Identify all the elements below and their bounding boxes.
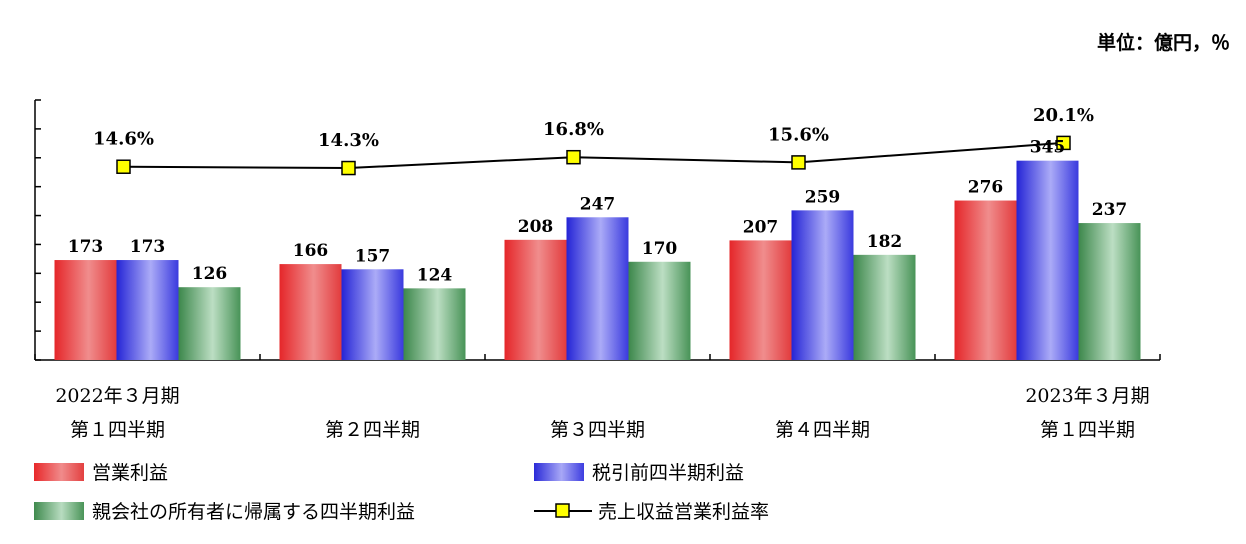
data-label: 173 xyxy=(68,237,104,257)
bar-1-1 xyxy=(341,269,404,360)
margin-marker-0 xyxy=(116,159,131,174)
bar-2-4 xyxy=(1078,223,1141,360)
margin-label: 15.6% xyxy=(768,124,829,145)
legend-item-operating-profit: 営業利益 xyxy=(34,458,168,485)
legend-item-margin: 売上収益営業利益率 xyxy=(534,497,769,524)
bar-0-0 xyxy=(54,260,117,360)
unit-label: 単位：億円，％ xyxy=(1096,32,1230,54)
margin-label: 16.8% xyxy=(543,119,604,140)
margin-label: 20.1% xyxy=(1033,105,1094,126)
data-label: 182 xyxy=(867,232,903,252)
data-label: 247 xyxy=(580,194,616,214)
data-label: 173 xyxy=(130,237,166,257)
x-tick-label: 第１四半期 xyxy=(70,419,165,441)
legend-label: 親会社の所有者に帰属する四半期利益 xyxy=(92,501,416,523)
x-tick-label: 第１四半期 xyxy=(1040,419,1135,441)
bar-1-3 xyxy=(791,210,854,360)
legend-line-marker-icon xyxy=(534,502,592,518)
margin-label: 14.3% xyxy=(318,130,379,151)
data-label: 259 xyxy=(805,187,841,207)
bar-0-3 xyxy=(729,240,792,360)
legend-swatch-blue xyxy=(534,462,584,481)
data-label: 208 xyxy=(518,217,554,237)
margin-marker-3 xyxy=(791,155,806,170)
legend-swatch-red xyxy=(34,462,84,481)
data-label: 345 xyxy=(1030,138,1066,158)
legend-item-pretax-profit: 税引前四半期利益 xyxy=(534,458,744,485)
legend-label: 営業利益 xyxy=(92,462,169,484)
bar-1-0 xyxy=(116,260,179,360)
data-label: 126 xyxy=(192,264,228,284)
bar-2-2 xyxy=(628,261,691,360)
x-tick-label: 2022年３月期 xyxy=(55,385,179,407)
bar-2-3 xyxy=(853,254,916,360)
chart: 14.6% 14.3% 16.8% 15.6% 20.1% 173 173 126 166 15… xyxy=(34,99,1161,441)
bar-0-4 xyxy=(954,200,1017,360)
data-label: 166 xyxy=(293,241,329,261)
margin-line xyxy=(123,141,1064,170)
data-label: 170 xyxy=(642,239,678,259)
legend-label: 売上収益営業利益率 xyxy=(598,501,770,523)
data-label: 124 xyxy=(417,265,453,285)
margin-label: 14.6% xyxy=(93,129,154,150)
margin-marker-2 xyxy=(566,149,581,165)
bar-1-4 xyxy=(1016,160,1079,360)
x-tick-label: 第３四半期 xyxy=(550,419,645,441)
legend-swatch-green xyxy=(34,501,84,520)
bar-0-2 xyxy=(504,239,567,360)
x-tick-label: 第２四半期 xyxy=(325,419,420,441)
margin-marker-4 xyxy=(1056,135,1071,151)
bar-2-0 xyxy=(178,287,241,360)
margin-marker-1 xyxy=(341,160,356,176)
x-tick-label: 第４四半期 xyxy=(775,419,870,441)
data-label: 207 xyxy=(743,217,779,237)
legend-label: 税引前四半期利益 xyxy=(592,462,745,484)
bar-0-1 xyxy=(279,264,342,360)
bar-1-2 xyxy=(566,217,629,360)
data-label: 237 xyxy=(1092,200,1128,220)
bar-2-1 xyxy=(403,288,466,360)
legend-item-net-profit: 親会社の所有者に帰属する四半期利益 xyxy=(34,497,415,524)
data-label: 157 xyxy=(355,246,391,266)
x-tick-label: 2023年３月期 xyxy=(1025,385,1149,407)
data-label: 276 xyxy=(968,178,1004,198)
